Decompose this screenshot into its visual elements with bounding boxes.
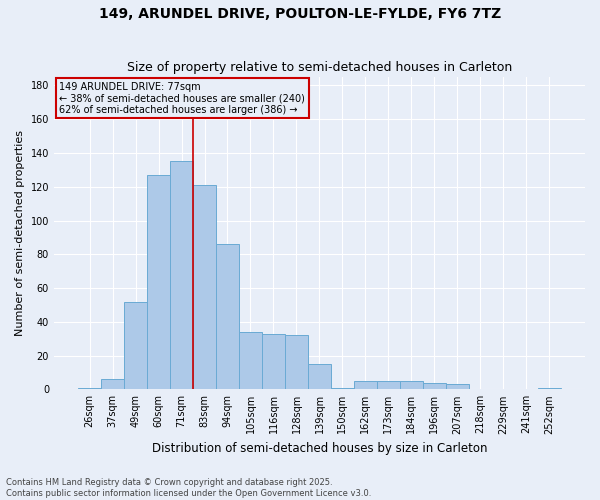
Text: 149 ARUNDEL DRIVE: 77sqm
← 38% of semi-detached houses are smaller (240)
62% of : 149 ARUNDEL DRIVE: 77sqm ← 38% of semi-d… bbox=[59, 82, 305, 115]
Bar bbox=[78, 388, 101, 390]
Bar bbox=[400, 381, 423, 390]
Bar bbox=[446, 384, 469, 390]
Bar bbox=[193, 185, 216, 390]
Bar bbox=[308, 364, 331, 390]
Bar bbox=[354, 381, 377, 390]
Bar bbox=[124, 302, 147, 390]
Bar bbox=[538, 388, 561, 390]
Bar bbox=[147, 175, 170, 390]
Bar bbox=[377, 381, 400, 390]
X-axis label: Distribution of semi-detached houses by size in Carleton: Distribution of semi-detached houses by … bbox=[152, 442, 487, 455]
Title: Size of property relative to semi-detached houses in Carleton: Size of property relative to semi-detach… bbox=[127, 62, 512, 74]
Bar bbox=[239, 332, 262, 390]
Bar bbox=[170, 162, 193, 390]
Bar bbox=[331, 388, 354, 390]
Y-axis label: Number of semi-detached properties: Number of semi-detached properties bbox=[15, 130, 25, 336]
Bar bbox=[262, 334, 285, 390]
Bar bbox=[423, 382, 446, 390]
Bar bbox=[216, 244, 239, 390]
Text: 149, ARUNDEL DRIVE, POULTON-LE-FYLDE, FY6 7TZ: 149, ARUNDEL DRIVE, POULTON-LE-FYLDE, FY… bbox=[99, 8, 501, 22]
Text: Contains HM Land Registry data © Crown copyright and database right 2025.
Contai: Contains HM Land Registry data © Crown c… bbox=[6, 478, 371, 498]
Bar bbox=[285, 336, 308, 390]
Bar bbox=[101, 379, 124, 390]
